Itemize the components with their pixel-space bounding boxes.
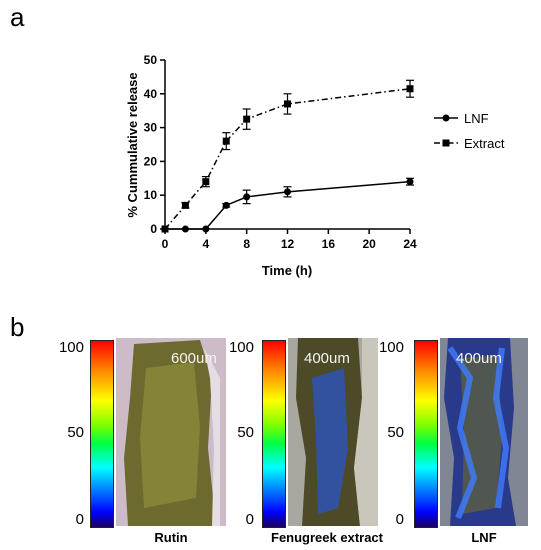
scale-label-lnf: 400um <box>456 350 502 367</box>
colorbar-3-label-50: 50 <box>387 424 404 441</box>
y-tick-label-20: 20 <box>144 154 158 168</box>
x-tick-label-12: 12 <box>281 237 295 251</box>
tissue-image-fenugreek <box>288 338 378 526</box>
caption-fenugreek: Fenugreek extract <box>271 530 383 545</box>
scale-label-fenugreek: 400um <box>304 350 350 367</box>
point-lnf-5 <box>284 188 291 196</box>
x-tick-label-4: 4 <box>202 237 209 251</box>
chart-series <box>161 79 414 233</box>
x-tick-label-0: 0 <box>162 237 169 251</box>
y-tick-label-10: 10 <box>144 188 158 202</box>
colorbar-2-label-100: 100 <box>228 339 254 356</box>
point-extract-6 <box>406 85 414 93</box>
tissue-image-lnf <box>440 338 528 526</box>
x-tick-label-8: 8 <box>243 237 250 251</box>
x-tick-label-24: 24 <box>403 237 417 251</box>
point-extract-5 <box>284 100 291 108</box>
legend-label-extract: Extract <box>464 136 505 151</box>
colorbar-1 <box>90 340 114 528</box>
panel-label-b: b <box>10 312 25 342</box>
colorbar-1-label-100: 100 <box>58 339 84 356</box>
legend-marker-lnf <box>442 114 450 122</box>
point-lnf-3 <box>222 201 230 209</box>
x-axis-label: Time (h) <box>262 263 312 278</box>
colorbar-1-label-50: 50 <box>67 424 84 441</box>
y-tick-label-50: 50 <box>144 53 158 67</box>
release-chart: 0 4 8 12 16 20 24 0 10 20 30 40 50 LNF Extract Time (… <box>125 53 505 278</box>
y-tick-label-30: 30 <box>144 121 158 135</box>
legend-marker-extract <box>442 139 450 147</box>
point-lnf-1 <box>181 225 189 233</box>
colorbar-3-label-100: 100 <box>378 339 404 356</box>
colorbar-2-label-50: 50 <box>237 424 254 441</box>
x-tick-label-16: 16 <box>322 237 336 251</box>
point-lnf-6 <box>406 178 414 186</box>
y-tick-label-40: 40 <box>144 87 158 101</box>
x-tick-label-20: 20 <box>362 237 376 251</box>
point-extract-0 <box>161 225 169 233</box>
y-tick-label-0: 0 <box>150 222 157 236</box>
point-extract-2 <box>202 178 210 186</box>
point-extract-1 <box>181 201 189 209</box>
legend-label-lnf: LNF <box>464 111 489 126</box>
caption-lnf: LNF <box>471 530 497 545</box>
tissue-image-rutin <box>116 338 226 526</box>
chart-axes: 0 4 8 12 16 20 24 0 10 20 30 40 50 <box>144 53 417 251</box>
caption-rutin: Rutin <box>154 530 188 545</box>
colorbar-3 <box>414 340 438 528</box>
colorbar-2 <box>262 340 286 528</box>
chart-legend: LNF Extract <box>434 111 505 151</box>
point-lnf-2 <box>202 225 210 233</box>
point-extract-4 <box>243 115 251 123</box>
point-extract-3 <box>222 137 230 145</box>
y-axis-label: % Cummulative release <box>125 72 140 217</box>
panel-label-a: a <box>10 2 25 32</box>
colorbar-1-label-0: 0 <box>75 511 84 528</box>
colorbar-2-label-0: 0 <box>245 511 254 528</box>
colorbar-3-label-0: 0 <box>395 511 404 528</box>
point-lnf-4 <box>243 193 251 201</box>
scale-label-rutin: 600um <box>171 350 217 367</box>
